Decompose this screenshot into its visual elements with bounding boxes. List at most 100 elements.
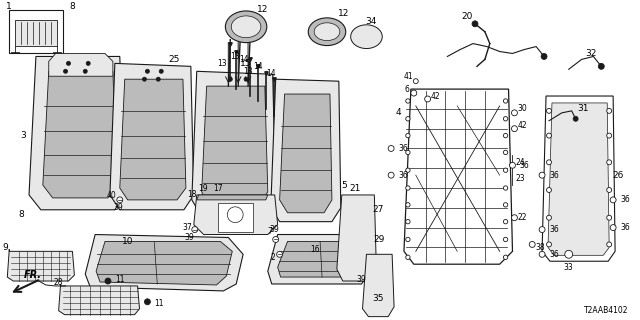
Text: 23: 23 bbox=[516, 174, 525, 183]
Text: 32: 32 bbox=[586, 49, 597, 58]
Circle shape bbox=[504, 99, 508, 103]
Circle shape bbox=[406, 220, 410, 224]
Text: FR.: FR. bbox=[24, 270, 42, 280]
Circle shape bbox=[159, 69, 163, 73]
Polygon shape bbox=[548, 103, 609, 255]
Polygon shape bbox=[280, 94, 332, 213]
Circle shape bbox=[472, 21, 478, 27]
Circle shape bbox=[83, 69, 87, 73]
Text: 5: 5 bbox=[341, 180, 347, 189]
Text: 14: 14 bbox=[266, 69, 276, 78]
Circle shape bbox=[117, 197, 123, 203]
Text: 26: 26 bbox=[612, 171, 624, 180]
Text: 20: 20 bbox=[461, 12, 473, 21]
Polygon shape bbox=[110, 63, 194, 210]
Ellipse shape bbox=[314, 23, 340, 41]
Circle shape bbox=[145, 299, 150, 305]
Circle shape bbox=[276, 251, 283, 257]
Circle shape bbox=[541, 53, 547, 60]
Polygon shape bbox=[271, 79, 341, 222]
Circle shape bbox=[388, 172, 394, 178]
Circle shape bbox=[509, 162, 515, 168]
Circle shape bbox=[511, 110, 517, 116]
Text: 19: 19 bbox=[198, 184, 207, 193]
Circle shape bbox=[564, 250, 573, 258]
Text: 22: 22 bbox=[518, 213, 527, 222]
Polygon shape bbox=[542, 96, 615, 261]
Text: 38: 38 bbox=[535, 243, 545, 252]
Text: 10: 10 bbox=[122, 237, 133, 246]
Polygon shape bbox=[120, 79, 186, 200]
Circle shape bbox=[547, 188, 552, 192]
Polygon shape bbox=[218, 203, 253, 232]
Text: 36: 36 bbox=[620, 223, 630, 232]
Circle shape bbox=[504, 116, 508, 121]
Circle shape bbox=[607, 160, 612, 165]
Text: 2: 2 bbox=[270, 253, 275, 262]
Text: 11: 11 bbox=[115, 275, 125, 284]
Polygon shape bbox=[96, 242, 232, 285]
Circle shape bbox=[406, 168, 410, 172]
Circle shape bbox=[192, 227, 198, 233]
Circle shape bbox=[607, 188, 612, 192]
Text: 39: 39 bbox=[270, 225, 280, 234]
Ellipse shape bbox=[308, 18, 346, 45]
Polygon shape bbox=[404, 89, 513, 264]
Text: 24: 24 bbox=[516, 158, 525, 167]
Text: 36: 36 bbox=[549, 171, 559, 180]
Polygon shape bbox=[278, 242, 367, 277]
Polygon shape bbox=[43, 71, 117, 198]
Text: 42: 42 bbox=[518, 121, 527, 130]
Polygon shape bbox=[29, 56, 125, 210]
Circle shape bbox=[610, 225, 616, 231]
Text: 14: 14 bbox=[253, 62, 263, 71]
Text: 42: 42 bbox=[431, 92, 440, 100]
Text: 7: 7 bbox=[268, 227, 272, 236]
Circle shape bbox=[86, 61, 90, 65]
Circle shape bbox=[105, 278, 111, 284]
Text: 21: 21 bbox=[349, 184, 360, 193]
Circle shape bbox=[411, 90, 417, 96]
Polygon shape bbox=[194, 195, 278, 235]
Circle shape bbox=[227, 207, 243, 223]
Circle shape bbox=[539, 227, 545, 233]
Circle shape bbox=[406, 186, 410, 190]
Circle shape bbox=[273, 236, 278, 243]
Circle shape bbox=[406, 255, 410, 260]
Circle shape bbox=[607, 108, 612, 113]
Circle shape bbox=[145, 69, 149, 73]
Circle shape bbox=[607, 242, 612, 247]
Circle shape bbox=[406, 133, 410, 138]
Circle shape bbox=[504, 168, 508, 172]
Circle shape bbox=[406, 116, 410, 121]
Circle shape bbox=[406, 203, 410, 207]
Circle shape bbox=[388, 146, 394, 151]
Text: 36: 36 bbox=[549, 250, 559, 259]
Polygon shape bbox=[192, 71, 276, 215]
Text: 11: 11 bbox=[154, 299, 164, 308]
Polygon shape bbox=[196, 195, 268, 200]
Text: 29: 29 bbox=[374, 235, 385, 244]
Text: 36: 36 bbox=[398, 171, 408, 180]
Text: 27: 27 bbox=[372, 205, 384, 214]
Circle shape bbox=[228, 77, 232, 81]
Text: 12: 12 bbox=[338, 9, 349, 19]
Text: 37: 37 bbox=[182, 223, 192, 232]
Circle shape bbox=[156, 77, 160, 81]
Text: 34: 34 bbox=[365, 17, 377, 26]
Circle shape bbox=[406, 99, 410, 103]
Ellipse shape bbox=[351, 25, 382, 49]
Circle shape bbox=[607, 215, 612, 220]
Ellipse shape bbox=[225, 11, 267, 43]
Polygon shape bbox=[15, 20, 57, 45]
Text: 9: 9 bbox=[3, 243, 8, 252]
Text: 36: 36 bbox=[620, 196, 630, 204]
Text: 35: 35 bbox=[372, 294, 384, 303]
Polygon shape bbox=[337, 195, 376, 281]
Text: 13: 13 bbox=[230, 52, 240, 61]
Text: 36: 36 bbox=[549, 225, 559, 234]
Text: 6: 6 bbox=[404, 84, 410, 93]
Text: 36: 36 bbox=[398, 144, 408, 153]
Text: 8: 8 bbox=[19, 210, 24, 219]
Circle shape bbox=[504, 150, 508, 155]
